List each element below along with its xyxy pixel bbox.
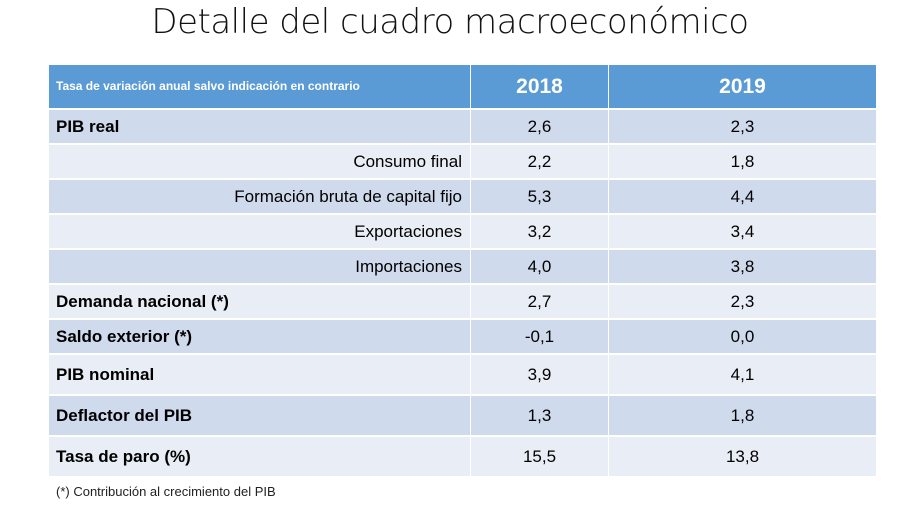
value-2019: 13,8	[609, 437, 876, 478]
row-label: Formación bruta de capital fijo	[49, 180, 471, 215]
value-2019: 1,8	[609, 396, 876, 437]
header-year-2018: 2018	[471, 65, 609, 110]
value-2018: 3,2	[471, 215, 609, 250]
table-row: Tasa de paro (%) 15,5 13,8	[49, 437, 876, 478]
value-2019: 3,8	[609, 250, 876, 285]
macro-table: Tasa de variación anual salvo indicación…	[49, 65, 876, 478]
table-row: PIB nominal 3,9 4,1	[49, 355, 876, 396]
row-label: Saldo exterior (*)	[49, 320, 471, 355]
value-2018: 2,2	[471, 145, 609, 180]
value-2019: 3,4	[609, 215, 876, 250]
row-label: Importaciones	[49, 250, 471, 285]
value-2018: 1,3	[471, 396, 609, 437]
row-label: Tasa de paro (%)	[49, 437, 471, 478]
footnote: (*) Contribución al crecimiento del PIB	[56, 484, 276, 499]
value-2019: 4,4	[609, 180, 876, 215]
row-label: PIB nominal	[49, 355, 471, 396]
table-header-row: Tasa de variación anual salvo indicación…	[49, 65, 876, 110]
table-row: Importaciones 4,0 3,8	[49, 250, 876, 285]
value-2018: 5,3	[471, 180, 609, 215]
table-row: Demanda nacional (*) 2,7 2,3	[49, 285, 876, 320]
header-label: Tasa de variación anual salvo indicación…	[49, 65, 471, 110]
value-2019: 0,0	[609, 320, 876, 355]
value-2018: -0,1	[471, 320, 609, 355]
value-2018: 2,7	[471, 285, 609, 320]
page-title: Detalle del cuadro macroeconómico	[151, 2, 749, 42]
header-year-2019: 2019	[609, 65, 876, 110]
value-2018: 2,6	[471, 110, 609, 145]
row-label: Exportaciones	[49, 215, 471, 250]
row-label: PIB real	[49, 110, 471, 145]
table-row: Deflactor del PIB 1,3 1,8	[49, 396, 876, 437]
row-label: Demanda nacional (*)	[49, 285, 471, 320]
table-row: Saldo exterior (*) -0,1 0,0	[49, 320, 876, 355]
value-2019: 1,8	[609, 145, 876, 180]
value-2018: 4,0	[471, 250, 609, 285]
table-row: PIB real 2,6 2,3	[49, 110, 876, 145]
table-row: Consumo final 2,2 1,8	[49, 145, 876, 180]
value-2019: 2,3	[609, 285, 876, 320]
row-label: Consumo final	[49, 145, 471, 180]
table-row: Exportaciones 3,2 3,4	[49, 215, 876, 250]
value-2019: 4,1	[609, 355, 876, 396]
table-row: Formación bruta de capital fijo 5,3 4,4	[49, 180, 876, 215]
row-label: Deflactor del PIB	[49, 396, 471, 437]
value-2019: 2,3	[609, 110, 876, 145]
value-2018: 15,5	[471, 437, 609, 478]
value-2018: 3,9	[471, 355, 609, 396]
